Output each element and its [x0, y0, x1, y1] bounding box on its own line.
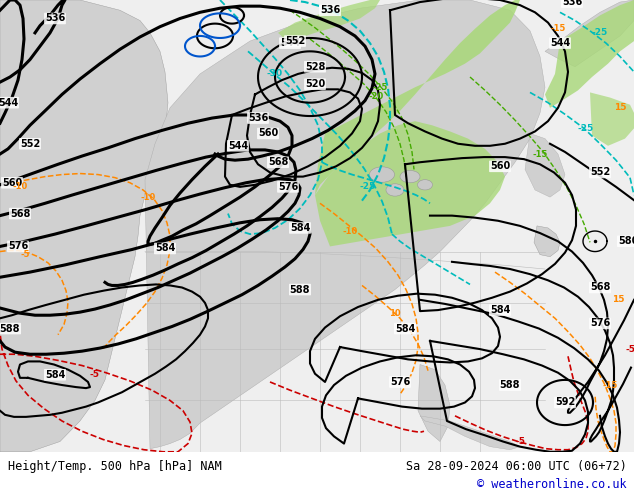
Text: 536: 536	[45, 14, 65, 24]
Text: Height/Temp. 500 hPa [hPa] NAM: Height/Temp. 500 hPa [hPa] NAM	[8, 460, 221, 473]
Text: 584: 584	[290, 223, 310, 233]
Text: 588: 588	[0, 323, 20, 334]
Text: 552: 552	[590, 168, 610, 177]
Text: -15: -15	[550, 24, 566, 33]
Text: 520: 520	[305, 79, 325, 89]
Text: -25: -25	[372, 83, 387, 92]
Text: -15: -15	[602, 381, 618, 390]
Ellipse shape	[400, 171, 420, 183]
Text: -10: -10	[13, 182, 28, 192]
Polygon shape	[418, 365, 450, 441]
Text: -5: -5	[625, 344, 634, 354]
Text: 592: 592	[555, 397, 575, 408]
Text: 544: 544	[550, 38, 570, 48]
Text: 15: 15	[614, 103, 626, 112]
Ellipse shape	[386, 184, 404, 196]
Polygon shape	[278, 0, 380, 41]
Text: -25: -25	[578, 124, 594, 133]
Text: 560: 560	[2, 178, 22, 188]
Text: 588: 588	[290, 285, 310, 294]
Text: -25: -25	[592, 28, 608, 37]
Text: 576: 576	[278, 182, 298, 192]
Text: 580: 580	[618, 236, 634, 246]
Text: -15: -15	[533, 149, 548, 159]
Text: -5: -5	[515, 437, 525, 446]
Text: 560: 560	[258, 128, 278, 139]
Polygon shape	[534, 226, 560, 257]
Polygon shape	[145, 0, 545, 449]
Text: 576: 576	[8, 242, 28, 251]
Text: 544: 544	[228, 141, 248, 151]
Text: 544: 544	[0, 98, 18, 108]
Text: 560: 560	[490, 161, 510, 172]
Text: 528: 528	[305, 62, 325, 72]
Text: -10: -10	[140, 193, 155, 202]
Text: 10: 10	[389, 309, 401, 318]
Text: 544: 544	[280, 38, 300, 48]
Polygon shape	[420, 416, 520, 450]
Text: 552: 552	[20, 139, 40, 149]
Polygon shape	[545, 0, 634, 108]
Text: -25: -25	[360, 182, 376, 192]
Polygon shape	[525, 133, 565, 197]
Text: 568: 568	[10, 209, 30, 219]
Text: -5: -5	[90, 370, 100, 379]
Text: 568: 568	[590, 283, 610, 293]
Text: 584: 584	[395, 323, 415, 334]
Polygon shape	[0, 0, 168, 452]
Text: -30: -30	[267, 70, 283, 78]
Text: 568: 568	[268, 157, 288, 167]
Text: -5: -5	[20, 250, 30, 259]
Polygon shape	[315, 121, 505, 246]
Text: © weatheronline.co.uk: © weatheronline.co.uk	[477, 478, 626, 490]
Text: 588: 588	[500, 380, 521, 390]
Text: 15: 15	[612, 295, 624, 304]
Text: 576: 576	[590, 318, 610, 328]
Text: -20: -20	[368, 92, 384, 101]
Text: 576: 576	[390, 377, 410, 387]
Text: 584: 584	[45, 370, 65, 380]
Polygon shape	[315, 0, 520, 195]
Text: 536: 536	[562, 0, 582, 7]
Text: 552: 552	[285, 36, 305, 46]
Text: 536: 536	[248, 113, 268, 123]
Polygon shape	[545, 0, 634, 67]
Text: 536: 536	[320, 5, 340, 15]
Text: 584: 584	[490, 305, 510, 315]
Text: -10: -10	[342, 226, 358, 236]
Polygon shape	[590, 93, 634, 146]
Text: Sa 28-09-2024 06:00 UTC (06+72): Sa 28-09-2024 06:00 UTC (06+72)	[406, 460, 626, 473]
Ellipse shape	[370, 167, 394, 182]
Ellipse shape	[418, 180, 432, 190]
Text: 584: 584	[155, 244, 175, 253]
